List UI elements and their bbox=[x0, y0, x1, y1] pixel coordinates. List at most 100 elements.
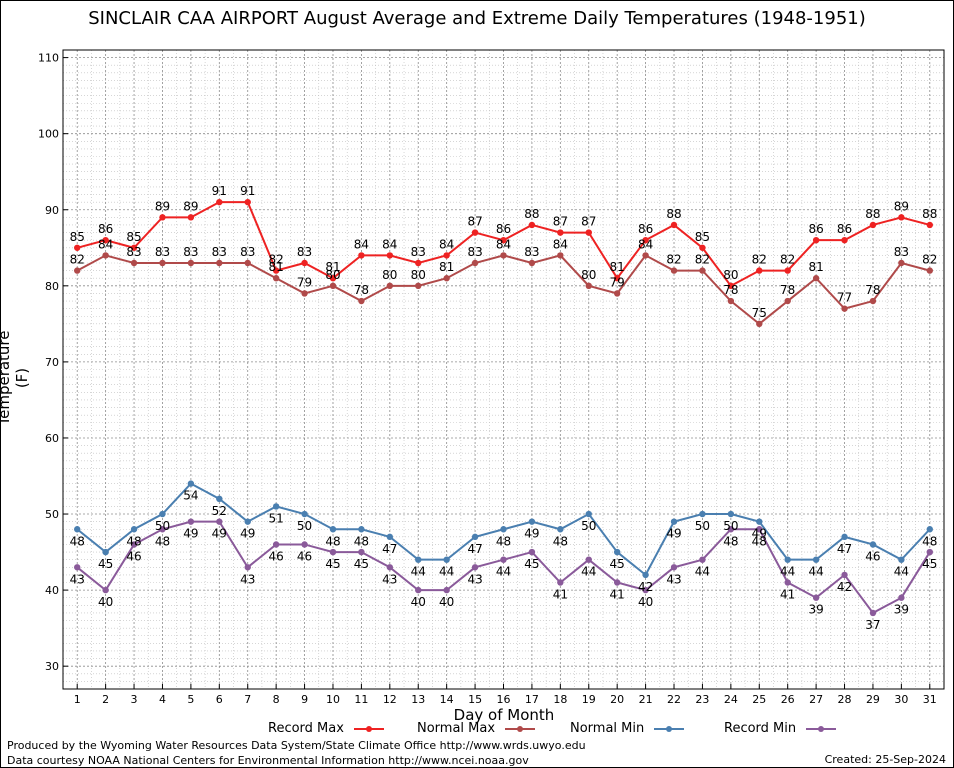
data-point bbox=[272, 503, 280, 510]
data-label: 51 bbox=[269, 511, 284, 525]
y-tick-label: 110 bbox=[38, 52, 59, 65]
x-axis-title: Day of Month bbox=[453, 706, 555, 724]
data-label: 49 bbox=[183, 527, 198, 541]
data-label: 41 bbox=[610, 588, 625, 602]
data-point bbox=[926, 548, 933, 556]
data-point bbox=[699, 244, 706, 251]
data-point bbox=[642, 236, 649, 244]
data-point bbox=[812, 275, 820, 282]
x-tick-label: 16 bbox=[497, 693, 511, 706]
data-point bbox=[869, 541, 877, 548]
x-tick-label: 7 bbox=[244, 693, 251, 706]
data-label: 49 bbox=[212, 527, 227, 541]
x-tick-label: 30 bbox=[894, 693, 908, 706]
data-label: 88 bbox=[524, 207, 539, 221]
x-tick-label: 22 bbox=[667, 693, 681, 706]
data-label: 84 bbox=[382, 237, 397, 251]
data-point bbox=[301, 290, 308, 297]
data-label: 87 bbox=[581, 215, 596, 229]
data-point bbox=[102, 548, 109, 556]
data-label: 44 bbox=[581, 565, 596, 579]
data-point bbox=[415, 259, 422, 267]
data-label: 46 bbox=[269, 549, 284, 563]
data-label: 44 bbox=[411, 565, 426, 579]
x-tick-label: 4 bbox=[159, 693, 166, 706]
data-point bbox=[756, 320, 763, 328]
data-label: 48 bbox=[553, 534, 568, 548]
data-point bbox=[329, 526, 337, 533]
legend-item-record-min: Record Min bbox=[724, 721, 837, 739]
data-label: 48 bbox=[922, 534, 937, 548]
data-label: 45 bbox=[354, 557, 369, 571]
data-label: 37 bbox=[865, 618, 880, 632]
data-point bbox=[699, 267, 706, 274]
data-point bbox=[841, 533, 848, 541]
data-point bbox=[613, 290, 621, 297]
data-label: 52 bbox=[212, 504, 227, 518]
legend-swatch-record-min bbox=[806, 726, 837, 732]
legend-marker bbox=[366, 726, 373, 732]
data-label: 45 bbox=[524, 557, 539, 571]
data-label: 44 bbox=[808, 565, 823, 579]
data-label: 89 bbox=[894, 199, 909, 213]
data-label: 86 bbox=[638, 222, 653, 236]
data-label: 86 bbox=[496, 222, 511, 236]
data-point bbox=[358, 526, 365, 533]
data-point bbox=[272, 275, 280, 282]
data-point bbox=[244, 198, 251, 206]
data-label: 44 bbox=[894, 565, 909, 579]
data-point bbox=[272, 541, 280, 548]
data-label: 80 bbox=[411, 268, 426, 282]
data-label: 49 bbox=[524, 527, 539, 541]
data-label: 88 bbox=[865, 207, 880, 221]
data-point bbox=[784, 297, 791, 305]
data-point bbox=[585, 229, 592, 236]
x-tick-label: 2 bbox=[102, 693, 109, 706]
data-label: 40 bbox=[411, 595, 426, 609]
data-point bbox=[926, 267, 933, 274]
data-point bbox=[102, 252, 109, 259]
x-tick-label: 26 bbox=[781, 693, 795, 706]
data-label: 49 bbox=[752, 527, 767, 541]
data-point bbox=[443, 556, 450, 563]
data-label: 84 bbox=[439, 237, 454, 251]
y-tick-label: 30 bbox=[45, 660, 59, 673]
data-label: 81 bbox=[325, 260, 340, 274]
data-point bbox=[443, 252, 450, 259]
data-label: 46 bbox=[126, 549, 141, 563]
data-label: 47 bbox=[837, 542, 852, 556]
x-tick-label: 11 bbox=[354, 693, 368, 706]
data-point bbox=[500, 556, 507, 563]
data-point bbox=[670, 221, 678, 229]
data-point bbox=[130, 526, 138, 533]
data-label: 82 bbox=[666, 253, 681, 267]
x-tick-label: 17 bbox=[525, 693, 539, 706]
x-tick-label: 31 bbox=[923, 693, 937, 706]
data-label: 48 bbox=[155, 534, 170, 548]
data-point bbox=[727, 510, 735, 518]
data-point bbox=[756, 518, 763, 525]
data-label: 83 bbox=[467, 245, 482, 259]
legend-swatch-normal-min bbox=[654, 726, 685, 732]
data-label: 91 bbox=[212, 184, 227, 198]
data-label: 49 bbox=[666, 527, 681, 541]
data-point bbox=[301, 259, 308, 267]
data-label: 86 bbox=[98, 222, 113, 236]
data-label: 42 bbox=[638, 580, 653, 594]
legend-marker bbox=[517, 726, 524, 732]
data-label: 82 bbox=[922, 253, 937, 267]
data-label: 88 bbox=[666, 207, 681, 221]
data-label: 45 bbox=[610, 557, 625, 571]
data-point bbox=[812, 594, 820, 601]
y-tick-label: 50 bbox=[45, 508, 59, 521]
y-tick-label: 80 bbox=[45, 280, 59, 293]
legend-label-normal-max: Normal Max bbox=[417, 721, 496, 736]
data-label: 78 bbox=[865, 283, 880, 297]
x-tick-label: 24 bbox=[724, 693, 738, 706]
data-point bbox=[386, 252, 394, 259]
data-label: 78 bbox=[780, 283, 795, 297]
data-point bbox=[244, 518, 251, 525]
data-point bbox=[784, 556, 791, 563]
data-point bbox=[386, 564, 394, 571]
data-label: 87 bbox=[553, 215, 568, 229]
